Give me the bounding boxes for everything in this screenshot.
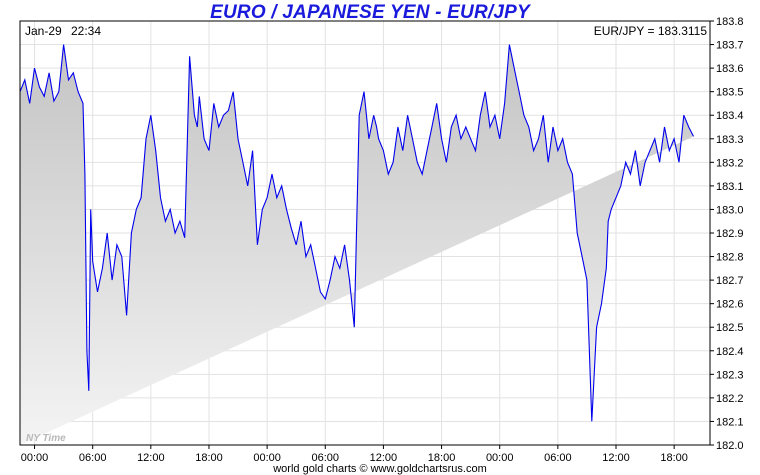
y-tick-label: 183.7 [716,40,744,52]
y-tick-label: 183.3 [716,134,744,146]
x-tick-label: 00:00 [253,452,281,464]
time-label: 22:34 [71,24,101,38]
y-tick-label: 182.5 [716,322,744,334]
x-tick-label: 06:00 [79,452,107,464]
y-tick-label: 182.9 [716,228,744,240]
y-axis-ticks: 183.8 183.7 183.6 183.5 183.4 183.3 183.2 183.1… [710,16,744,452]
price-readout: EUR/JPY = 183.3115 [594,24,708,38]
y-tick-label: 182.7 [716,275,744,287]
y-tick-label: 183.0 [716,204,744,216]
x-tick-label: 00:00 [486,452,514,464]
y-tick-label: 183.8 [716,16,744,28]
date-label: Jan-29 [25,24,62,38]
y-tick-label: 182.8 [716,252,744,264]
y-tick-label: 182.4 [716,346,744,358]
x-tick-label: 12:00 [137,452,165,464]
chart-title: EURO / JAPANESE YEN - EUR/JPY [210,2,530,23]
x-tick-label: 06:00 [544,452,572,464]
x-tick-label: 18:00 [660,452,688,464]
x-tick-label: 06:00 [312,452,340,464]
price-line [19,44,694,422]
y-tick-label: 183.2 [716,157,744,169]
y-tick-label: 183.1 [716,181,744,193]
y-tick-label: 183.6 [716,63,744,75]
y-tick-label: 182.2 [716,393,744,405]
y-tick-label: 183.4 [716,110,744,122]
x-tick-label: 00:00 [21,452,49,464]
x-tick-label: 18:00 [428,452,456,464]
x-axis-ticks: 00:00 06:00 12:00 18:00 00:00 06:00 12:00 18:00… [21,445,688,464]
timezone-watermark: NY Time [26,433,66,444]
x-tick-label: 12:00 [370,452,398,464]
x-tick-label: 18:00 [195,452,223,464]
x-tick-label: 12:00 [602,452,630,464]
y-tick-label: 182.6 [716,299,744,311]
footer-credit: world gold charts © www.goldchartsrus.co… [272,463,487,475]
y-tick-label: 182.3 [716,369,744,381]
y-tick-label: 182.1 [716,416,744,428]
y-tick-label: 183.5 [716,87,744,99]
y-tick-label: 182.0 [716,440,744,452]
